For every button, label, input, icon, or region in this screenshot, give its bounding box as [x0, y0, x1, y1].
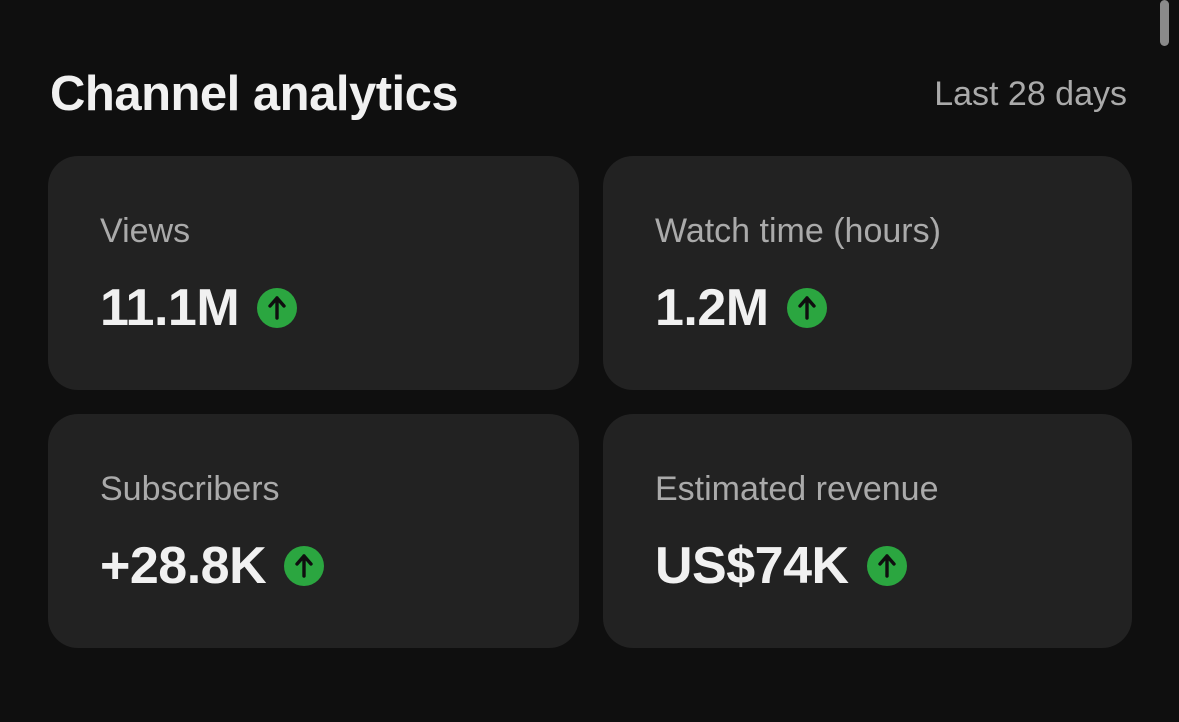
metric-label: Views — [100, 212, 191, 250]
metric-card-watch-time[interactable]: Watch time (hours) 1.2M — [603, 156, 1132, 390]
scrollbar[interactable] — [1160, 0, 1169, 46]
metrics-grid: Views 11.1M Watch time (hours) 1.2M Subs… — [48, 156, 1132, 648]
metric-card-estimated-revenue[interactable]: Estimated revenue US$74K — [603, 414, 1132, 648]
metric-value: US$74K — [655, 537, 849, 595]
analytics-header: Channel analytics Last 28 days — [50, 62, 1127, 126]
metric-value-row: 11.1M — [100, 278, 298, 338]
arrow-up-circle-icon — [786, 288, 827, 328]
metric-value: +28.8K — [100, 537, 267, 595]
page-title: Channel analytics — [50, 67, 459, 121]
metric-label: Subscribers — [100, 470, 280, 508]
metric-label: Watch time (hours) — [655, 212, 941, 250]
metric-value: 1.2M — [655, 279, 769, 337]
metric-value-row: 1.2M — [655, 278, 827, 338]
arrow-up-circle-icon — [866, 546, 907, 586]
metric-label: Estimated revenue — [655, 470, 939, 508]
metric-card-views[interactable]: Views 11.1M — [48, 156, 579, 390]
metric-value-row: +28.8K — [100, 536, 325, 596]
date-range-label[interactable]: Last 28 days — [934, 74, 1127, 113]
arrow-up-circle-icon — [257, 288, 298, 328]
metric-value: 11.1M — [100, 279, 240, 337]
metric-card-subscribers[interactable]: Subscribers +28.8K — [48, 414, 579, 648]
arrow-up-circle-icon — [284, 546, 325, 586]
metric-value-row: US$74K — [655, 536, 907, 596]
